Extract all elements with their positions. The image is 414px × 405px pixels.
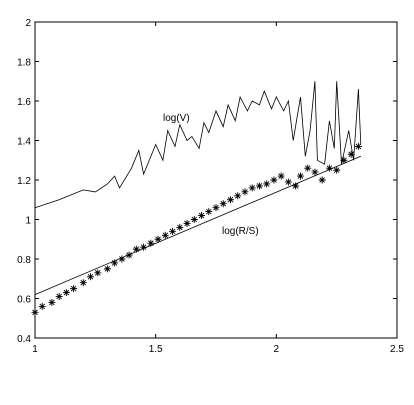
star-marker <box>140 243 148 251</box>
y-tick-label: 1.2 <box>17 176 31 187</box>
series-line <box>34 81 362 209</box>
star-marker <box>161 231 169 239</box>
star-marker <box>103 265 111 273</box>
y-tick-label: 0.4 <box>17 334 31 345</box>
star-marker <box>55 293 63 301</box>
star-marker <box>333 166 341 174</box>
star-marker <box>340 156 348 164</box>
star-marker <box>354 142 362 150</box>
star-marker <box>111 259 119 267</box>
star-marker <box>205 208 213 216</box>
star-marker <box>183 219 191 227</box>
star-marker <box>270 176 278 184</box>
star-marker <box>198 212 206 220</box>
x-tick-label: 2.5 <box>390 344 404 355</box>
star-marker <box>277 172 285 180</box>
star-marker <box>263 180 271 188</box>
star-marker <box>154 235 162 243</box>
star-marker <box>234 192 242 200</box>
star-marker <box>79 279 87 287</box>
star-marker <box>169 227 177 235</box>
star-marker <box>219 200 227 208</box>
star-marker <box>292 182 300 190</box>
star-marker <box>190 216 198 223</box>
y-tick-label: 1 <box>25 216 31 227</box>
plot-frame <box>34 21 398 339</box>
star-marker <box>255 182 263 190</box>
star-marker <box>176 223 184 231</box>
y-tick-label: 1.6 <box>17 97 31 108</box>
x-tick-label: 1 <box>32 344 38 355</box>
star-marker <box>284 178 292 186</box>
star-marker <box>125 251 133 259</box>
fit-line <box>34 155 361 295</box>
star-marker <box>62 289 70 297</box>
y-tick-label: 0.8 <box>17 255 31 266</box>
series-annotation: log(V) <box>163 113 190 124</box>
y-tick-label: 0.6 <box>17 295 31 306</box>
star-marker <box>318 176 326 184</box>
y-tick-label: 1.8 <box>17 58 31 69</box>
star-marker <box>304 164 312 172</box>
star-marker <box>118 255 126 263</box>
y-tick-label: 2 <box>25 18 31 29</box>
x-tick-label: 1.5 <box>149 344 163 355</box>
star-marker <box>241 188 249 196</box>
x-tick-label: 2 <box>274 344 280 355</box>
star-marker <box>132 245 140 253</box>
star-marker <box>48 298 56 306</box>
star-marker <box>311 168 319 176</box>
y-tick-label: 1.4 <box>17 137 31 148</box>
star-marker <box>87 273 95 281</box>
star-marker <box>70 285 78 293</box>
star-marker <box>347 150 355 158</box>
star-marker <box>94 269 102 277</box>
star-marker <box>147 239 155 247</box>
star-marker <box>38 302 46 310</box>
star-marker <box>296 172 304 180</box>
series-annotation: log(R/S) <box>222 226 259 237</box>
star-marker <box>31 308 39 316</box>
star-marker <box>212 204 220 212</box>
star-marker <box>248 184 256 192</box>
star-marker <box>325 164 333 172</box>
star-marker <box>226 196 234 204</box>
